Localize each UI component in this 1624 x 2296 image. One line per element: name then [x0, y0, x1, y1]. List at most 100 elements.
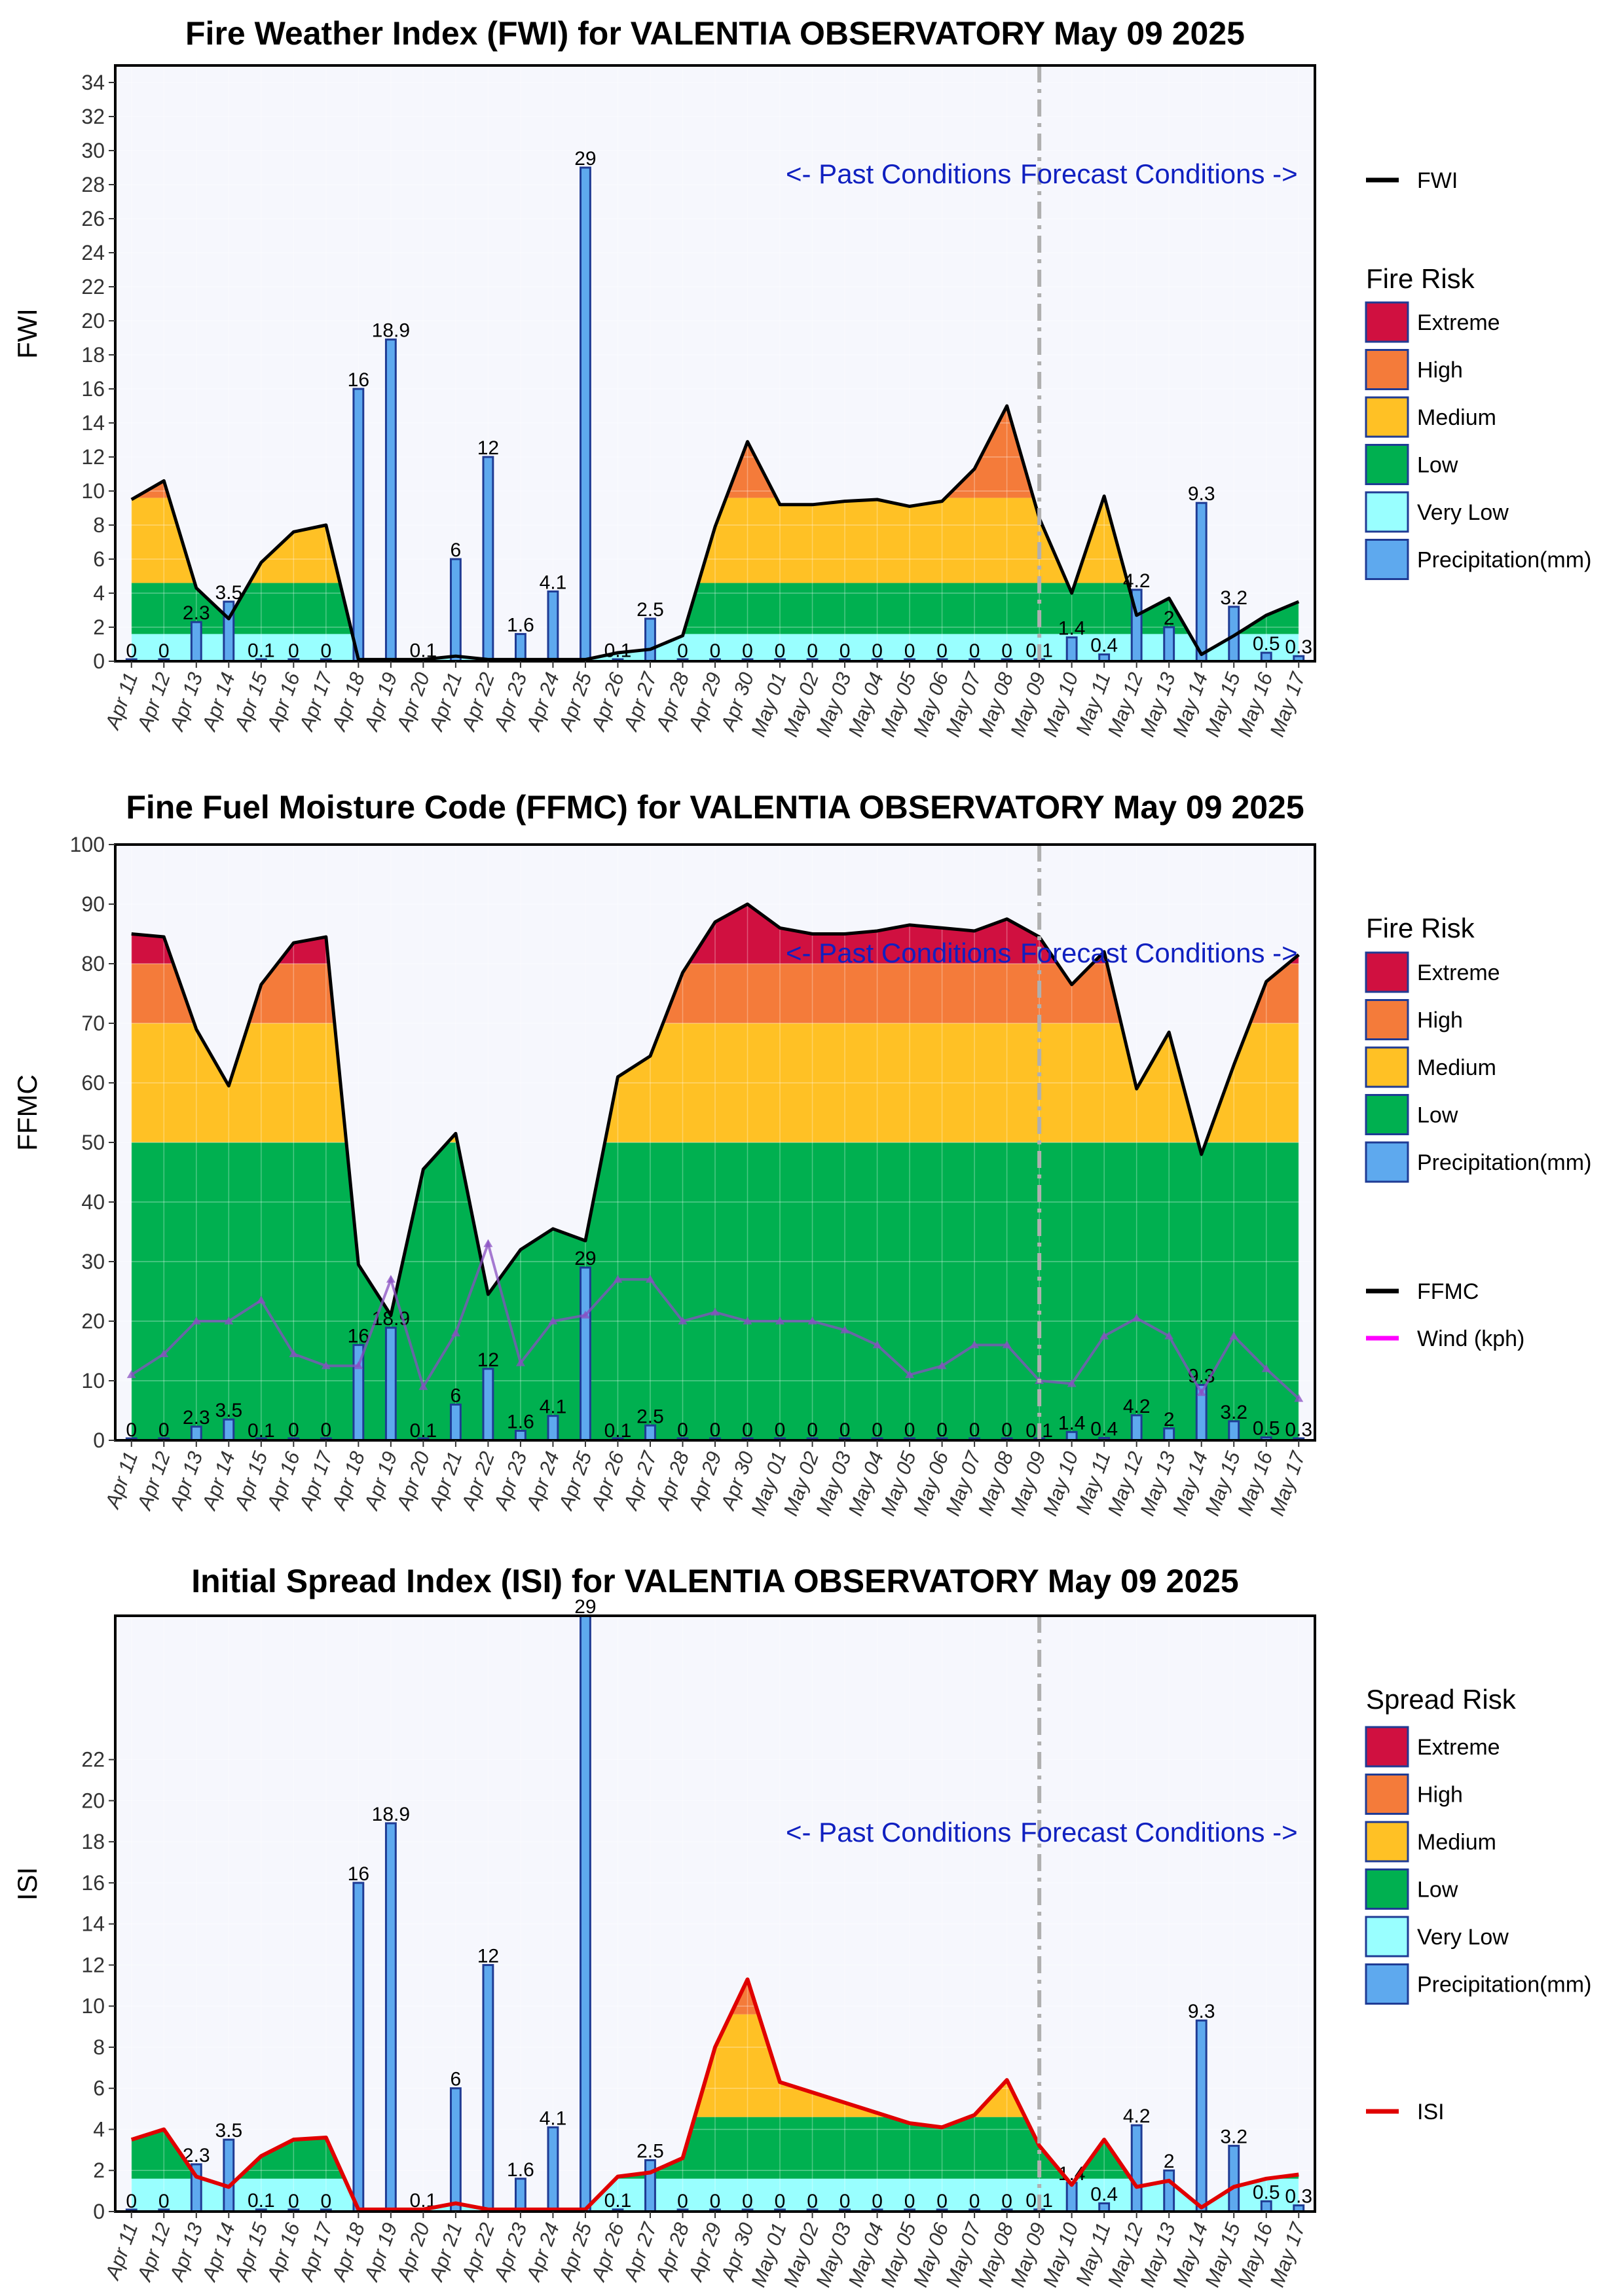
precip-label: 0.3 — [1285, 1419, 1312, 1440]
precip-label: 0 — [936, 1419, 948, 1441]
wind-point — [905, 1370, 915, 1378]
legend-label: Medium — [1417, 1830, 1496, 1855]
wind-point — [354, 1361, 363, 1370]
chart-panel-1: Fire Weather Index (FWI) for VALENTIA OB… — [12, 15, 1591, 740]
precip-bar-may-15 — [1228, 1420, 1240, 1442]
precip-label: 1.6 — [507, 1411, 534, 1432]
precip-bar-may-10 — [1065, 2181, 1078, 2213]
y-tick-label: 10 — [81, 1369, 105, 1393]
legend-label: FWI — [1417, 168, 1458, 193]
precip-label: 0 — [158, 1419, 170, 1441]
y-tick-label: 12 — [81, 1953, 105, 1977]
y-tick-label: 0 — [93, 2200, 105, 2223]
wind-point — [1196, 1388, 1206, 1396]
precip-bar-apr-14 — [223, 2138, 235, 2213]
y-tick-label: 50 — [81, 1131, 105, 1154]
precip-label: 4.1 — [540, 1396, 567, 1418]
y-ticks: 0 10 20 30 40 50 60 70 80 90 100 — [70, 833, 115, 1452]
y-tick-label: 8 — [93, 513, 105, 537]
y-tick-label: 20 — [81, 309, 105, 333]
precip-label: 0 — [807, 1419, 818, 1441]
legend-label: Very Low — [1417, 500, 1509, 525]
wind-point — [1261, 1364, 1271, 1372]
precip-label: 0 — [775, 2191, 786, 2212]
precip-label: 0 — [1001, 1419, 1012, 1441]
y-axis-label: FFMC — [12, 1074, 43, 1151]
y-tick-label: 28 — [81, 173, 105, 196]
wind-point — [1067, 1379, 1077, 1387]
wind-point — [580, 1310, 590, 1319]
precip-bar-apr-14 — [223, 1418, 235, 1442]
legend-label: Wind (kph) — [1417, 1326, 1524, 1351]
precip-bar-apr-27 — [644, 2159, 656, 2213]
precip-label: 0 — [126, 1419, 137, 1441]
precip-label: 2.5 — [637, 599, 664, 621]
wind-point — [289, 1349, 299, 1358]
chart-title: Initial Spread Index (ISI) for VALENTIA … — [191, 1563, 1239, 1599]
precip-bar-apr-13 — [190, 1425, 202, 1442]
precip-label: 0 — [969, 2191, 980, 2212]
precip-label: 1.6 — [507, 614, 534, 636]
legend-label: Extreme — [1417, 960, 1500, 985]
past-conditions-label: <- Past Conditions — [786, 1817, 1011, 1848]
y-tick-label: 30 — [81, 1250, 105, 1273]
wind-point — [451, 1328, 460, 1337]
wind-point — [515, 1358, 525, 1366]
precip-label: 0 — [677, 2191, 688, 2212]
legend-label: Extreme — [1417, 310, 1500, 335]
precip-label: 0 — [320, 640, 331, 662]
y-tick-label: 18 — [81, 1830, 105, 1853]
precip-label: 0 — [807, 2191, 818, 2212]
precip-bar-may-15 — [1228, 2145, 1240, 2213]
y-tick-label: 2 — [93, 2159, 105, 2182]
wind-point — [159, 1349, 169, 1358]
y-tick-label: 0 — [93, 1429, 105, 1452]
precip-label: 0 — [840, 2191, 851, 2212]
y-tick-label: 16 — [81, 1871, 105, 1895]
y-tick-label: 40 — [81, 1190, 105, 1214]
precip-bar-may-14 — [1195, 2019, 1208, 2213]
past-conditions-label: <- Past Conditions — [786, 938, 1011, 968]
precip-label: 29 — [574, 1248, 596, 1269]
precip-label: 0 — [904, 640, 915, 662]
precip-label: 0.5 — [1253, 1417, 1280, 1439]
precip-label: 3.2 — [1220, 587, 1247, 609]
chart-title: Fine Fuel Moisture Code (FFMC) for VALEN… — [126, 789, 1304, 826]
legend-title: Fire Risk — [1366, 913, 1475, 943]
legend-swatch-high — [1365, 999, 1409, 1040]
wind-point — [321, 1361, 331, 1370]
y-tick-label: 16 — [81, 377, 105, 401]
y-tick-label: 30 — [81, 139, 105, 162]
legend-swatch-precipitation-mm- — [1365, 539, 1409, 580]
y-tick-label: 0 — [93, 649, 105, 673]
precip-label: 16 — [348, 1863, 369, 1885]
y-tick-label: 10 — [81, 1994, 105, 2018]
chart-panel-2: Fine Fuel Moisture Code (FFMC) for VALEN… — [12, 789, 1591, 1519]
y-axis-label: ISI — [12, 1867, 43, 1901]
precip-label: 18.9 — [372, 320, 410, 342]
wind-point — [970, 1340, 980, 1349]
precip-label: 0 — [677, 640, 688, 662]
legend-label: Low — [1417, 1878, 1458, 1903]
legend-title: Fire Risk — [1366, 263, 1475, 294]
wind-point — [775, 1317, 785, 1324]
precip-label: 2.5 — [637, 1406, 664, 1427]
band-low — [131, 1142, 1299, 1440]
precip-label: 0 — [775, 1419, 786, 1441]
y-tick-label: 4 — [93, 2117, 105, 2141]
precip-label: 29 — [574, 1596, 596, 1618]
precip-label: 0.4 — [1090, 1418, 1118, 1440]
precipitation-bars — [125, 1614, 1305, 2213]
y-tick-label: 32 — [81, 105, 105, 128]
precip-label: 0 — [288, 2191, 299, 2212]
precip-label: 0.1 — [410, 1420, 437, 1442]
legend-label: High — [1417, 1783, 1463, 1808]
precip-label: 0.1 — [248, 640, 275, 661]
wind-point — [191, 1317, 201, 1324]
precip-label: 2 — [1164, 1409, 1175, 1430]
legend-label: Extreme — [1417, 1735, 1500, 1760]
precip-label: 0.3 — [1285, 2186, 1312, 2208]
wind-point — [1294, 1394, 1304, 1402]
y-tick-label: 24 — [81, 241, 105, 264]
